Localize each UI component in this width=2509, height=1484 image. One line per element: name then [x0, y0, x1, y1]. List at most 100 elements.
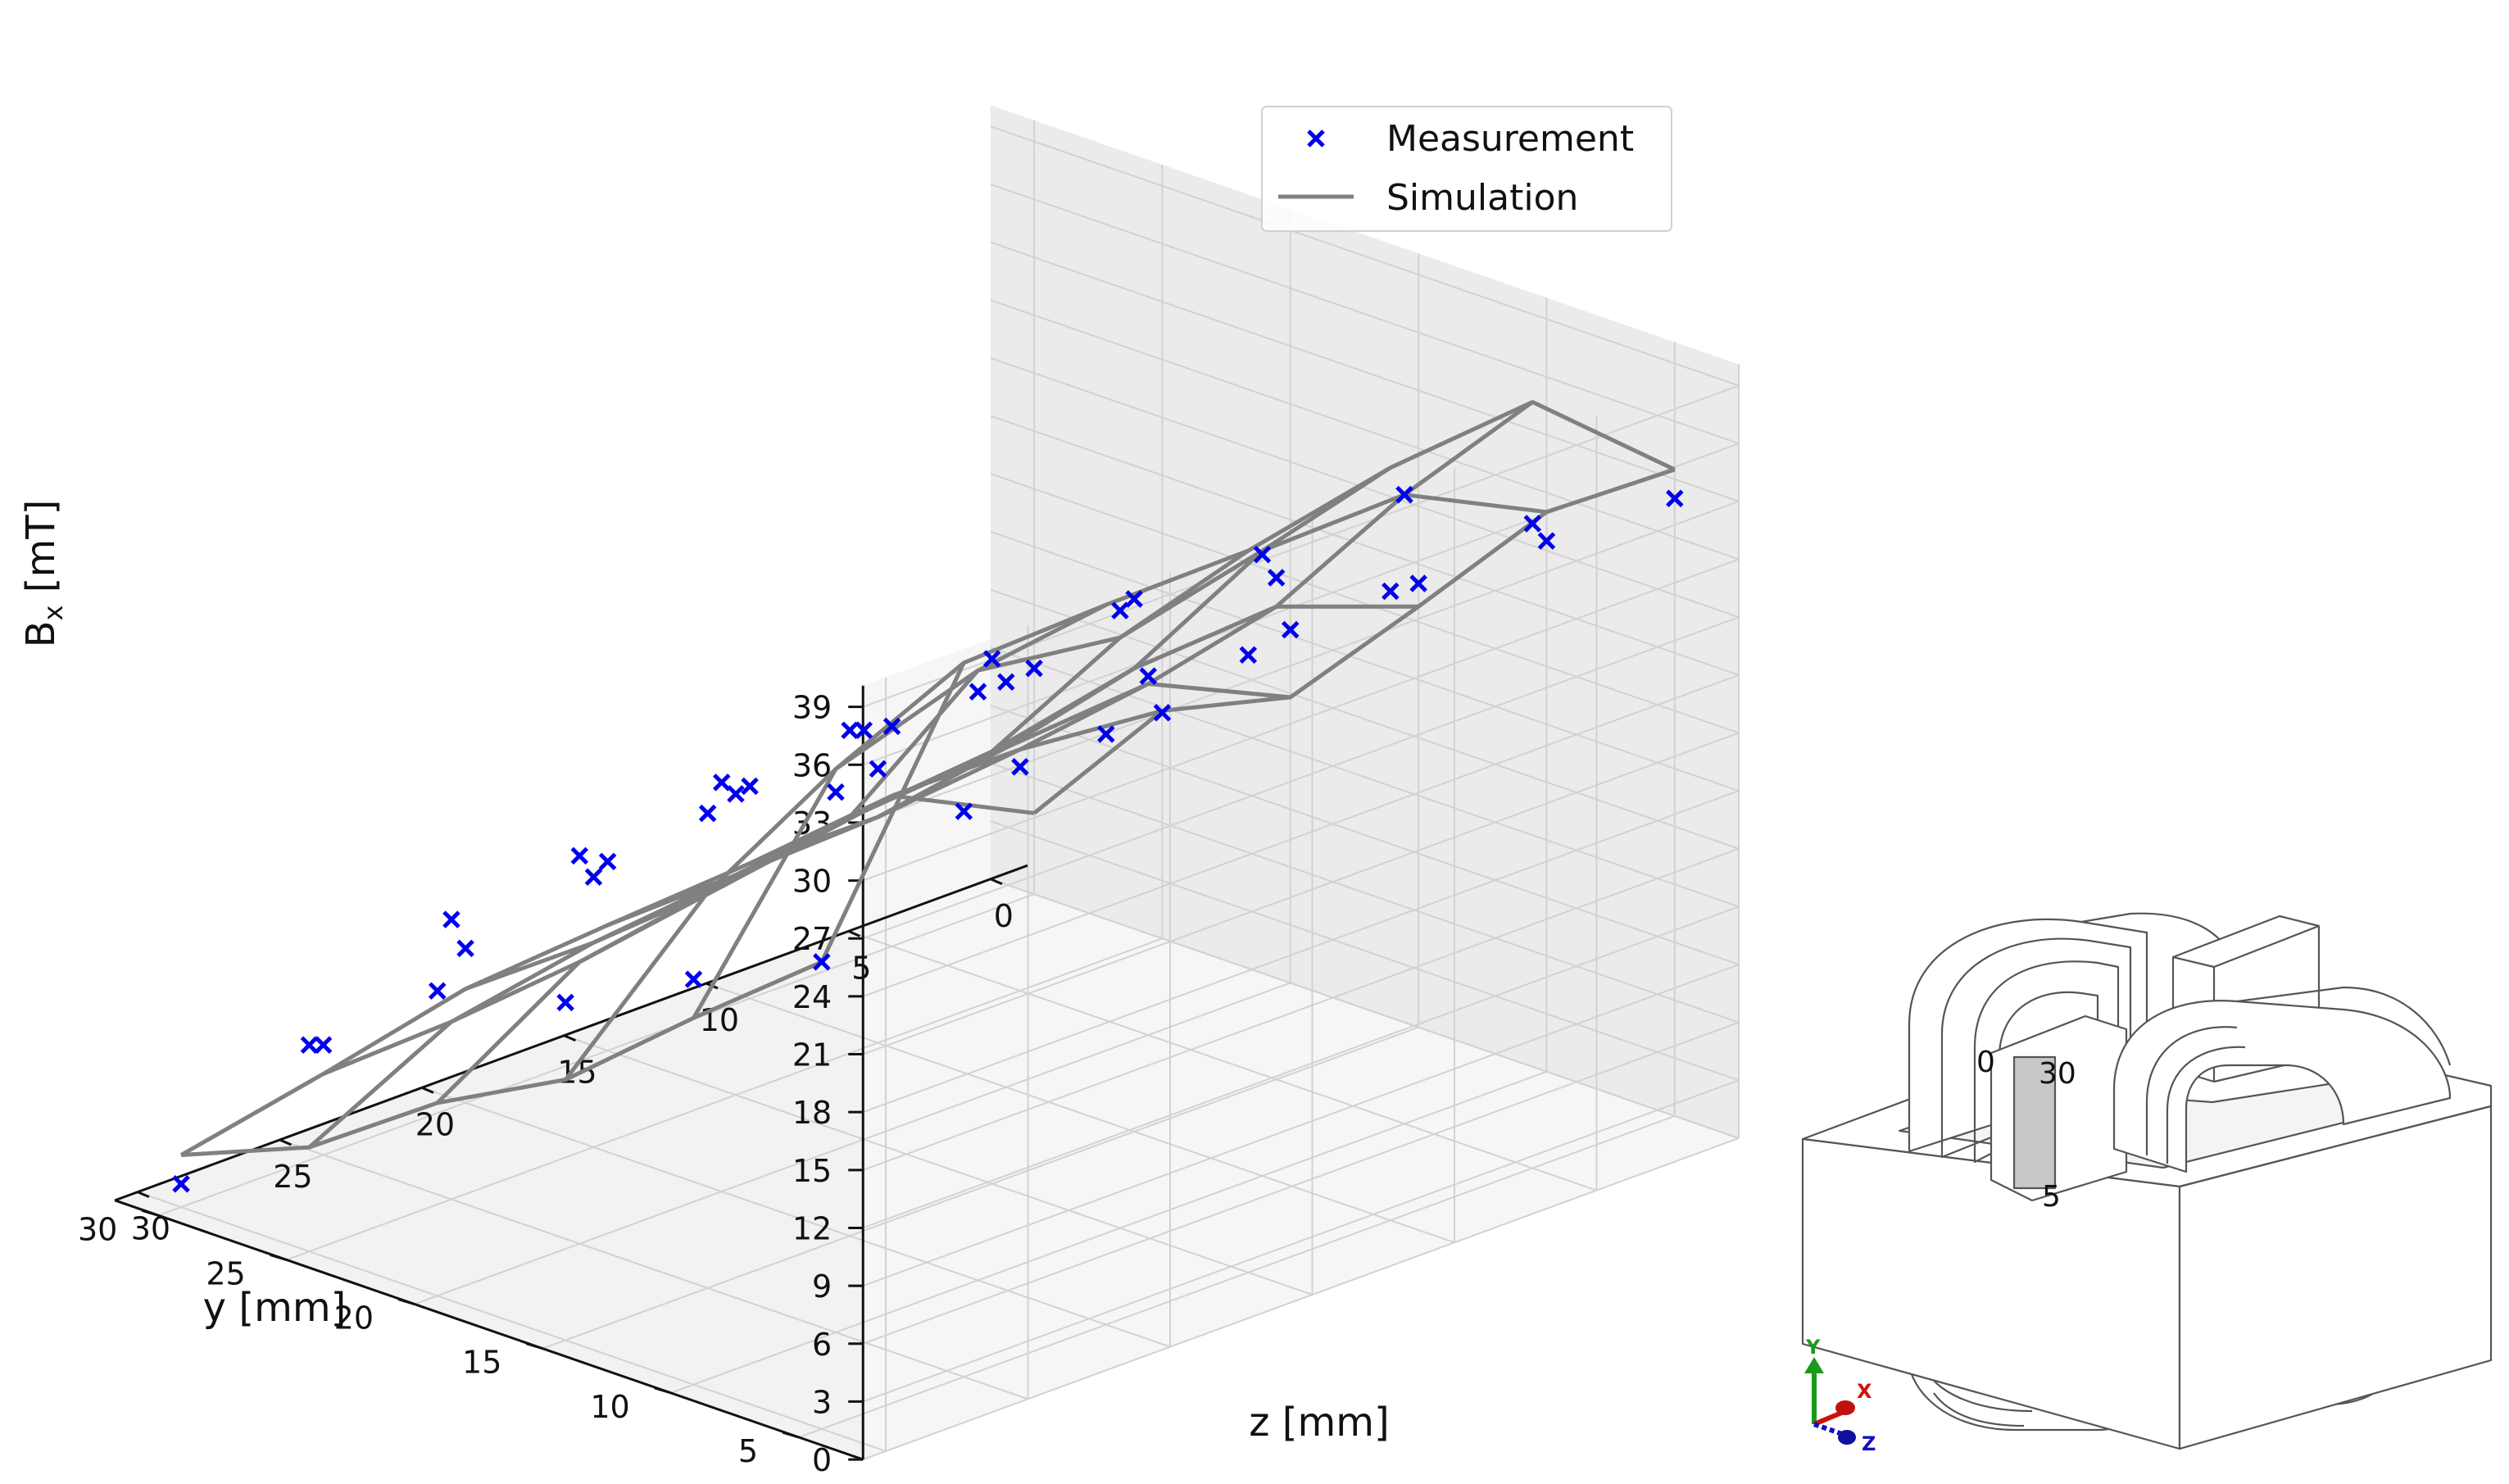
triad-y-arrowhead [1804, 1357, 1824, 1373]
y-tick-mark [270, 1253, 288, 1261]
legend-label-simulation: Simulation [1386, 177, 1578, 219]
inset-label-30: 30 [2039, 1057, 2076, 1091]
measurement-point [1382, 582, 1400, 601]
grid-floor-y [542, 1026, 1419, 1350]
grid-right-b [990, 820, 1740, 1082]
measurement-point [598, 852, 617, 871]
grid-back-b [862, 674, 1740, 997]
measurement-point [1025, 659, 1043, 678]
grid-floor-z [848, 930, 1597, 1191]
z-tick-label: 30 [131, 1211, 170, 1247]
bx-tick-label: 15 [792, 1153, 832, 1189]
grid-floor-z [564, 1034, 1313, 1296]
bx-label-sub: x [38, 605, 69, 620]
core-geometry-inset: 0 30 5 [1801, 912, 2493, 1450]
measurement-point [841, 721, 859, 739]
y-tick-mark [782, 1431, 800, 1439]
grid-back-b [862, 1021, 1740, 1345]
grid-back-b [862, 905, 1740, 1229]
wire-col-z5 [891, 400, 1534, 798]
y-tick-label: 30 [78, 1211, 117, 1247]
grid-floor-z [706, 983, 1455, 1244]
grid-right-b [990, 415, 1740, 676]
measurement-point [1097, 725, 1115, 743]
grid-floor-z [137, 1191, 887, 1452]
tick-labels: 0510152025305101520253003691215182124273… [78, 690, 1014, 1479]
y-tick-mark [141, 1209, 159, 1217]
grid-floor-y [670, 1070, 1547, 1394]
measurement-point [556, 993, 574, 1012]
wire-col-z30 [180, 960, 823, 1157]
grid-right-b [990, 356, 1740, 619]
bx-tick-label: 3 [812, 1384, 832, 1420]
measurement-point [1523, 515, 1542, 533]
measurement-point [727, 785, 745, 803]
wire-col-z0 [1032, 467, 1676, 815]
measurement-point [1125, 590, 1143, 608]
grid-right-b [990, 878, 1740, 1139]
measurement-point [429, 982, 447, 1001]
measurement-points [172, 485, 1684, 1193]
simulation-wireframe [179, 400, 1676, 1157]
bx-axis-label: Bx [mT] [18, 500, 69, 648]
grid-back-b [862, 1079, 1740, 1403]
grid-right-b [990, 647, 1740, 908]
triad-z-label: Z [1862, 1432, 1876, 1455]
center-leg [1990, 1014, 2128, 1202]
y-tick-mark [397, 1298, 415, 1305]
y-tick-mark [525, 1342, 543, 1350]
legend-marker-measurement [1307, 129, 1325, 147]
grid-back-b [862, 790, 1740, 1114]
measurement-point [1239, 646, 1258, 665]
measurement-point [1666, 489, 1684, 508]
bx-label-unit: [mT] [18, 500, 64, 606]
bx-tick-label: 0 [812, 1442, 832, 1478]
measurement-point [813, 953, 831, 971]
coordinate-triad: Y X Z [1804, 1336, 1876, 1455]
measurement-point [869, 760, 887, 778]
triad-y-label: Y [1805, 1336, 1821, 1359]
measurement-point [456, 939, 474, 958]
grid-right-b [990, 588, 1740, 850]
grid-right-b [990, 184, 1740, 445]
right-pane [990, 105, 1739, 1138]
measurement-point [1395, 485, 1413, 504]
grid-floor-y [798, 1114, 1676, 1438]
grid-floor-y [157, 893, 1035, 1217]
y-axis-label: y [mm] [203, 1285, 347, 1331]
y-tick-label: 15 [462, 1345, 501, 1381]
y-tick-label: 20 [334, 1300, 374, 1337]
measurement-point [1253, 545, 1272, 564]
inset-label-0: 0 [1976, 1046, 1995, 1079]
grid-back-b [862, 847, 1740, 1171]
measurement-point [1537, 532, 1556, 550]
measurement-point [300, 1036, 319, 1055]
measurement-point [1267, 569, 1286, 587]
right-winding [2112, 986, 2452, 1173]
bx-tick-label: 18 [792, 1095, 832, 1131]
z-tick-mark [847, 930, 861, 937]
measurement-point [698, 804, 717, 823]
grid-back-b [862, 732, 1740, 1055]
triad-z-arrowhead [1838, 1430, 1856, 1445]
grid-back-b [862, 964, 1740, 1287]
inset-label-5: 5 [2042, 1180, 2061, 1214]
legend: Measurement Simulation [1261, 106, 1672, 232]
grid-back-b [862, 1137, 1740, 1461]
grid-right-b [990, 473, 1740, 734]
measurement-point [172, 1175, 190, 1193]
z-tick-label: 5 [851, 950, 871, 986]
measurement-point [741, 777, 759, 796]
axis-lines [114, 685, 1028, 1461]
y-tick-mark [654, 1386, 672, 1395]
grid-right-b [990, 530, 1740, 792]
grid-right-b [990, 299, 1740, 560]
measurement-point [1111, 601, 1129, 619]
measurement-point [997, 673, 1015, 691]
plot-3d: 0510152025305101520253003691215182124273… [18, 105, 1740, 1479]
grid-floor-z [279, 1139, 1028, 1400]
measurement-point [1139, 667, 1158, 685]
measurement-point [570, 846, 589, 865]
measurement-point [882, 717, 901, 736]
measurement-point [584, 868, 603, 886]
